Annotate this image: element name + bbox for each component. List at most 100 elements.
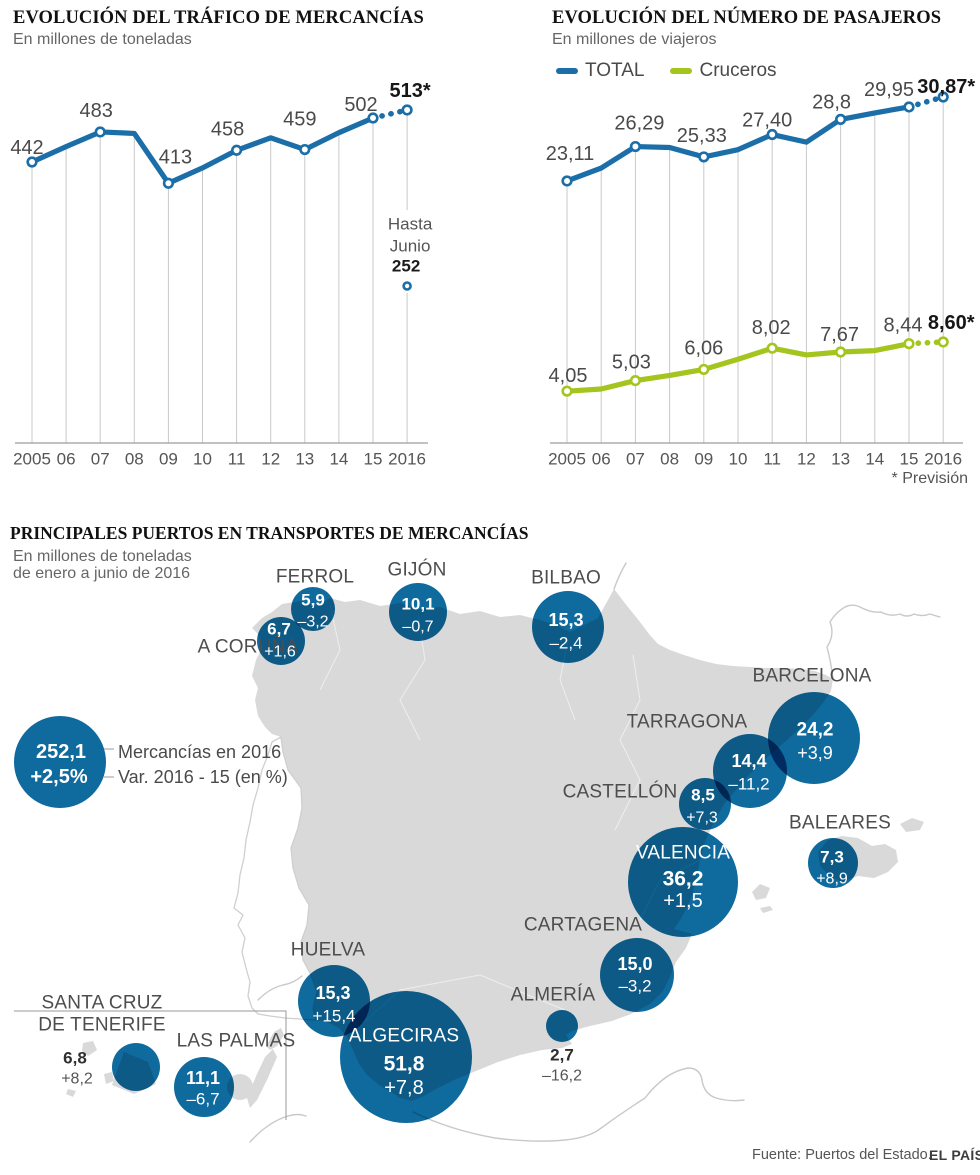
map-key-variance: +2,5% [30,766,87,788]
port-variance-santa-cruz-de-tenerife: +8,2 [61,1071,93,1088]
port-value-castellon: 8,5 [691,786,715,805]
point-label: 5,03 [612,352,651,374]
x-tick-label: 09 [159,450,178,469]
data-point-marker [401,104,413,116]
data-point-marker [937,91,949,103]
point-label: 6,06 [684,337,723,359]
port-name-gijon: GIJÓN [387,559,446,581]
cruceros-line-swatch-icon [670,68,693,74]
port-name-las-palmas: LAS PALMAS [177,1031,296,1052]
x-tick-label: 14 [865,450,884,469]
port-bubble-bilbao [532,591,604,663]
port-variance-cartagena: –3,2 [618,977,651,996]
legend-label-total: TOTAL [585,60,645,81]
data-point-marker [629,140,642,153]
data-line-total [564,104,912,184]
point-label: 4,05 [549,365,588,387]
port-name-barcelona: BARCELONA [752,666,871,687]
port-name-cartagena: CARTAGENA [524,915,642,936]
port-variance-gijon: –0,7 [402,619,433,636]
data-point-marker [561,385,573,397]
port-variance-huelva: +15,4 [312,1007,355,1026]
point-label: 7,67 [820,324,859,346]
x-tick-label: 2005 [548,450,586,469]
x-tick-label: 06 [57,450,76,469]
africa-coastline [412,1067,745,1142]
port-variance-a-coruna: +1,6 [264,644,296,661]
africa-coast-fragment-canaries [249,975,307,1143]
legend-label-cruceros: Cruceros [699,60,777,81]
data-point-marker [162,177,174,189]
chart2-legend: TOTAL Cruceros [556,60,803,82]
x-tick-label: 07 [91,450,110,469]
point-label: 502 [344,94,377,116]
port-bubble-a-coruna [257,617,305,665]
data-point-marker [299,143,311,156]
extra-point-label: Hasta [388,215,433,234]
port-variance-tarragona: –11,2 [728,775,769,794]
map-key-variance-label: Var. 2016 - 15 (en %) [118,767,288,787]
port-value-las-palmas: 11,1 [186,1068,220,1088]
port-value-valencia: 36,2 [663,868,704,891]
x-tick-label: 06 [592,450,611,469]
formentera-island [760,906,773,913]
extra-point-value: 252 [392,257,420,276]
canary-inset-border [14,1010,287,1120]
forecast-dash-mercancias [370,107,410,121]
x-tick-label: 15 [900,450,919,469]
port-bubble-barcelona [768,692,860,784]
x-tick-label: 12 [261,450,280,469]
port-bubble-las-palmas [174,1057,234,1117]
port-value-cartagena: 15,0 [617,954,652,974]
port-name-santa-cruz-de-tenerife: DE TENERIFE [38,1015,165,1036]
x-tick-label: 09 [694,450,713,469]
legend-item-cruceros: Cruceros [670,60,777,82]
port-variance-las-palmas: –6,7 [186,1090,219,1109]
port-value-algeciras: 51,8 [384,1053,425,1076]
port-value-tarragona: 14,4 [731,751,766,771]
port-value-baleares: 7,3 [820,848,844,867]
port-bubbles [14,583,860,1123]
gran-canaria-island [227,1074,253,1100]
port-name-almeria: ALMERÍA [511,985,596,1006]
port-name-bilbao: BILBAO [531,568,601,589]
brand-logo: EL PAÍS [929,1147,980,1163]
point-label: 25,33 [677,125,727,147]
map-key-bubble [14,716,106,808]
x-tick-label: 2005 [13,450,51,469]
port-variance-ferrol: –3,2 [297,614,328,631]
map-title: PRINCIPALES PUERTOS EN TRANSPORTES DE ME… [10,523,529,543]
forecast-dash-cruceros [906,339,947,347]
extra-point-label: Junio [390,237,431,256]
data-point-marker [903,101,915,113]
port-name-valencia: VALENCIA [636,843,730,864]
la-palma-island [82,1041,97,1056]
data-point-marker [561,175,573,187]
point-label: 23,11 [546,143,595,165]
port-value-a-coruna: 6,7 [267,620,291,639]
forecast-note: * Previsión [891,470,968,487]
ibiza-island [752,884,770,900]
map-subtitle-line1: En millones de toneladas [13,548,192,565]
x-tick-label: 13 [831,450,850,469]
x-tick-label: 15 [364,450,383,469]
point-label: 513* [390,80,431,102]
port-name-tarragona: TARRAGONA [627,712,748,733]
point-label: 442 [10,137,43,159]
data-point-marker [367,112,379,124]
port-bubble-cartagena [600,938,674,1012]
fuerteventura-island [247,1049,277,1108]
data-point-marker [231,144,243,156]
port-value-barcelona: 24,2 [797,720,834,741]
chart2-subtitle: En millones de viajeros [552,31,717,48]
data-point-marker [629,374,642,387]
port-name-ferrol: FERROL [276,567,354,588]
port-bubble-algeciras [340,991,472,1123]
data-point-marker [766,342,778,354]
point-label: 459 [283,109,316,131]
lanzarote-island [266,1028,284,1050]
x-tick-label: 08 [660,450,679,469]
